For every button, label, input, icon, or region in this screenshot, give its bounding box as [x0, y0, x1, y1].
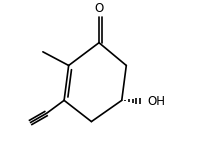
Text: O: O: [94, 2, 104, 15]
Text: OH: OH: [148, 95, 166, 108]
